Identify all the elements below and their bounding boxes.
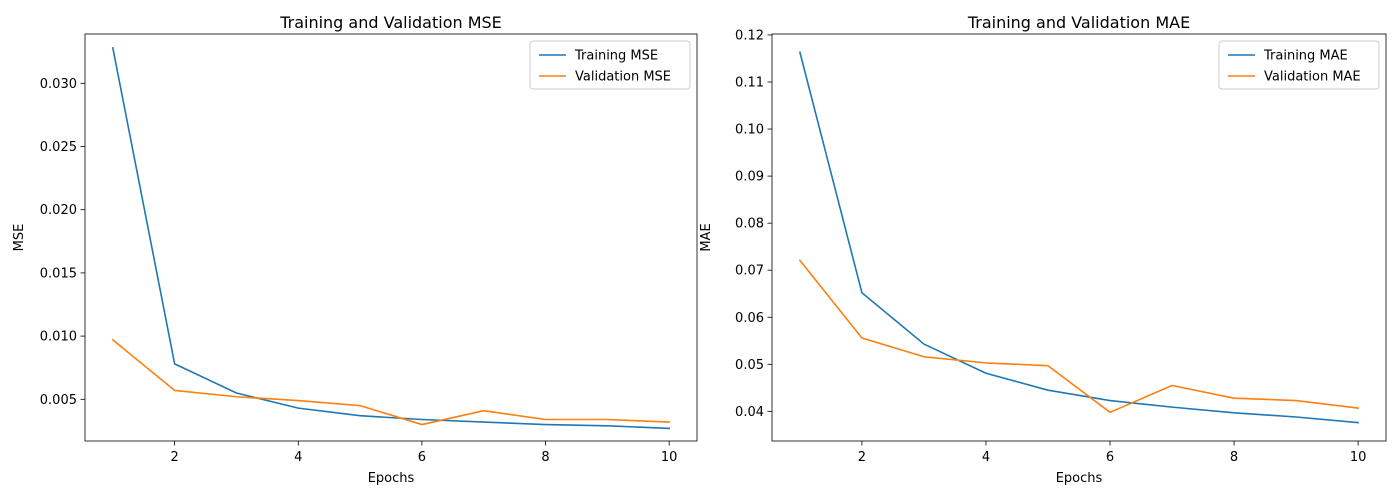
mse-chart: Training and Validation MSE 2 4 6 8 10 0.005 0.… — [12, 13, 698, 486]
mae-y-axis-label: MAE — [699, 223, 714, 251]
mse-series-line-validation — [111, 338, 671, 426]
mse-legend: Training MSE Validation MSE — [529, 40, 691, 90]
mse-y-tick-label: 0.010 — [40, 330, 77, 345]
mse-y-tick-label: 0.015 — [40, 266, 77, 281]
mse-x-tick-label: 10 — [661, 450, 678, 465]
mse-y-tick-label: 0.020 — [40, 203, 77, 218]
mse-y-tick-label: 0.025 — [40, 140, 77, 155]
mae-y-tick-label: 0.07 — [735, 264, 764, 279]
mse-y-tick-label: 0.030 — [40, 77, 77, 92]
mse-y-axis-label: MSE — [12, 224, 27, 252]
mae-legend-label: Validation MAE — [1264, 70, 1361, 85]
mae-y-tick-label: 0.09 — [735, 170, 764, 185]
mae-x-tick-label: 6 — [1106, 450, 1114, 465]
mse-axes-frame — [84, 33, 698, 442]
mae-series-line-validation — [798, 259, 1359, 414]
mse-series-line-training — [111, 46, 671, 430]
mae-y-tick-label: 0.08 — [735, 217, 764, 232]
mae-chart-title: Training and Validation MAE — [967, 13, 1190, 32]
mae-legend: Training MAE Validation MAE — [1218, 40, 1380, 90]
mse-y-tick-label: 0.005 — [40, 393, 77, 408]
mae-y-tick-label: 0.04 — [735, 405, 764, 420]
mae-y-tick-label: 0.10 — [735, 123, 764, 138]
mae-axes-frame — [771, 33, 1387, 442]
mae-y-tick-label: 0.12 — [735, 28, 764, 43]
mae-x-tick-label: 4 — [982, 450, 990, 465]
mae-x-axis-label: Epochs — [1056, 471, 1103, 486]
mae-x-tick-label: 2 — [858, 450, 866, 465]
mse-x-tick-label: 8 — [541, 450, 549, 465]
mae-legend-box — [1218, 40, 1380, 90]
mae-x-tick-label: 10 — [1350, 450, 1367, 465]
mae-y-tick-label: 0.06 — [735, 311, 764, 326]
mse-legend-label: Training MSE — [574, 49, 658, 64]
mse-x-axis-label: Epochs — [368, 471, 415, 486]
mae-y-tick-label: 0.11 — [735, 75, 764, 90]
mae-x-tick-label: 8 — [1230, 450, 1238, 465]
mae-chart: Training and Validation MAE 2 4 6 8 10 0.04 0.0… — [699, 13, 1387, 486]
mae-series-line-training — [798, 51, 1359, 424]
mae-y-tick-label: 0.05 — [735, 358, 764, 373]
mse-x-tick-label: 2 — [170, 450, 178, 465]
mae-legend-label: Training MAE — [1263, 49, 1348, 64]
mse-chart-title: Training and Validation MSE — [279, 13, 502, 32]
mse-x-tick-label: 4 — [294, 450, 302, 465]
mse-legend-label: Validation MSE — [575, 70, 671, 85]
mse-x-tick-label: 6 — [418, 450, 426, 465]
mse-legend-box — [529, 40, 691, 90]
